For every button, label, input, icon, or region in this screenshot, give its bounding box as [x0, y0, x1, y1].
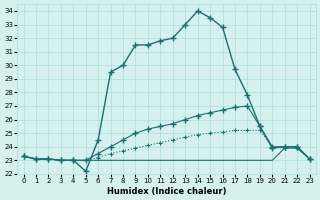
X-axis label: Humidex (Indice chaleur): Humidex (Indice chaleur) — [107, 187, 226, 196]
